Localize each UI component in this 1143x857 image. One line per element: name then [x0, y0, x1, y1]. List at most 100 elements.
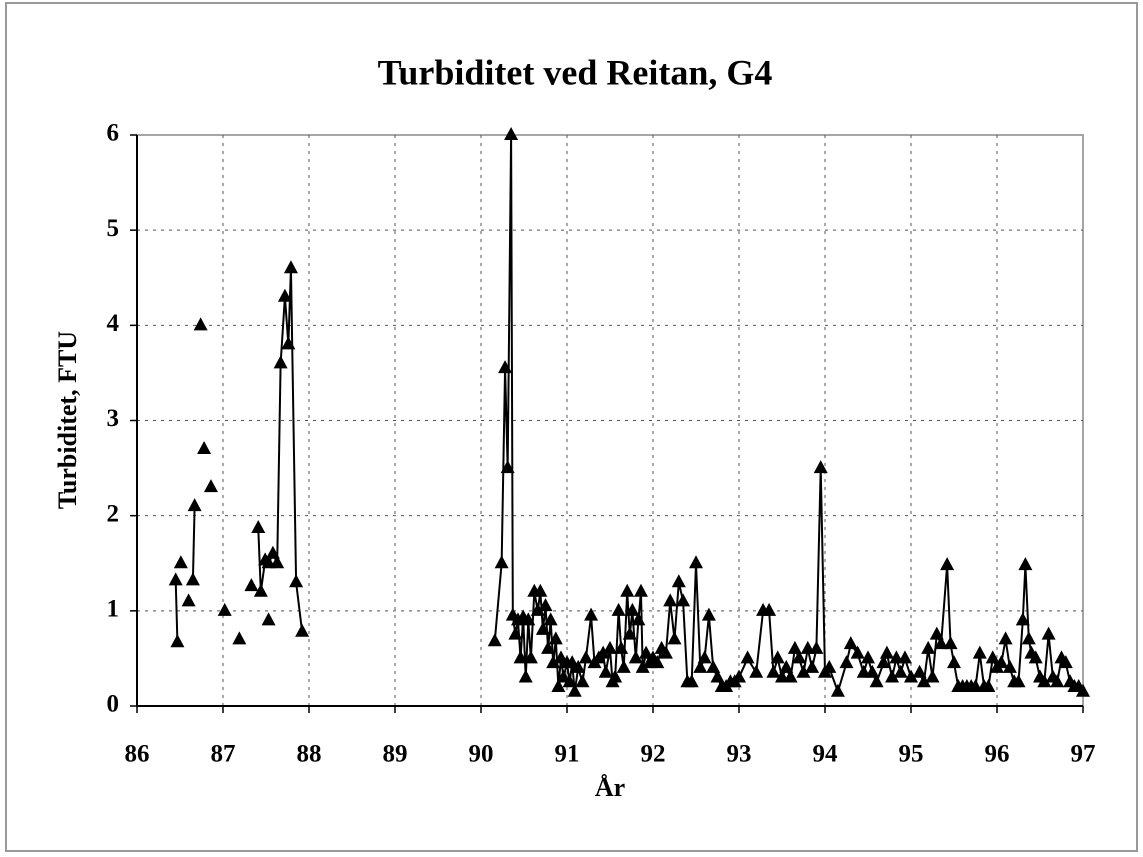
marker — [620, 583, 635, 597]
marker — [295, 623, 310, 637]
marker — [265, 545, 280, 559]
marker — [676, 593, 691, 607]
x-axis-label: År — [595, 773, 625, 802]
y-tick-label: 6 — [107, 120, 120, 147]
marker — [879, 645, 894, 659]
marker — [697, 650, 712, 664]
chart-title: Turbiditet ved Reitan, G4 — [378, 52, 773, 92]
marker — [904, 669, 918, 683]
marker — [925, 669, 940, 683]
marker — [916, 674, 931, 688]
marker — [897, 650, 912, 664]
marker — [538, 598, 553, 612]
marker — [934, 636, 949, 650]
marker — [608, 669, 623, 683]
marker — [571, 659, 586, 673]
marker — [766, 664, 781, 678]
marker — [1058, 655, 1073, 669]
marker — [770, 650, 785, 664]
y-tick-label: 4 — [107, 310, 120, 337]
marker — [187, 498, 202, 512]
marker — [740, 650, 755, 664]
marker — [185, 572, 200, 586]
marker — [500, 460, 515, 474]
marker — [596, 645, 611, 659]
x-tick-label: 93 — [727, 741, 752, 768]
y-tick-label: 5 — [107, 215, 120, 242]
marker — [822, 659, 837, 673]
marker — [998, 631, 1013, 645]
marker — [203, 479, 218, 493]
marker — [850, 645, 865, 659]
marker — [575, 674, 590, 688]
x-tick-label: 96 — [985, 741, 1010, 768]
marker — [193, 317, 208, 331]
marker — [289, 574, 304, 588]
marker — [650, 655, 665, 669]
marker — [562, 674, 577, 688]
marker — [611, 602, 626, 616]
marker — [513, 650, 528, 664]
y-axis-label: Turbiditet, FTU — [53, 331, 82, 509]
x-tick-label: 92 — [641, 741, 666, 768]
x-tick-label: 95 — [899, 741, 924, 768]
marker — [839, 655, 854, 669]
marker — [584, 607, 599, 621]
y-tick-label: 0 — [107, 691, 120, 718]
marker — [504, 127, 519, 140]
marker — [940, 557, 955, 571]
series-line — [174, 580, 179, 643]
marker — [658, 645, 673, 659]
marker — [787, 640, 802, 654]
marker — [813, 460, 828, 474]
marker — [616, 659, 631, 673]
marker — [598, 664, 613, 678]
marker — [498, 360, 513, 374]
marker — [684, 674, 699, 688]
marker — [168, 572, 183, 586]
marker — [805, 659, 820, 673]
marker — [281, 336, 296, 350]
marker — [614, 640, 629, 654]
y-tick-label: 1 — [107, 596, 120, 623]
marker — [701, 607, 716, 621]
y-tick-label: 3 — [107, 405, 120, 432]
marker — [578, 650, 593, 664]
marker — [551, 678, 566, 692]
marker — [253, 583, 268, 597]
marker — [217, 602, 232, 616]
series-line — [191, 506, 196, 581]
x-tick-label: 90 — [469, 741, 494, 768]
marker — [710, 669, 725, 683]
x-tick-label: 89 — [383, 741, 408, 768]
marker — [1021, 631, 1036, 645]
marker — [518, 669, 533, 683]
x-tick-label: 88 — [297, 741, 322, 768]
marker — [947, 655, 961, 669]
marker — [270, 555, 285, 569]
x-tick-label: 86 — [125, 741, 150, 768]
marker — [635, 659, 650, 673]
marker — [283, 260, 298, 274]
marker — [508, 626, 523, 640]
marker — [830, 683, 845, 697]
marker — [885, 669, 900, 683]
marker — [792, 650, 807, 664]
marker — [796, 664, 811, 678]
marker — [1050, 674, 1065, 688]
marker — [625, 602, 640, 616]
marker — [667, 631, 682, 645]
marker — [277, 288, 292, 302]
marker — [893, 664, 908, 678]
marker — [1028, 650, 1043, 664]
marker — [663, 593, 678, 607]
marker — [671, 574, 686, 588]
marker — [762, 602, 777, 616]
marker — [197, 441, 212, 455]
x-tick-label: 97 — [1071, 741, 1096, 768]
marker — [869, 674, 884, 688]
marker — [1076, 683, 1090, 697]
marker — [261, 612, 276, 626]
marker — [749, 664, 764, 678]
